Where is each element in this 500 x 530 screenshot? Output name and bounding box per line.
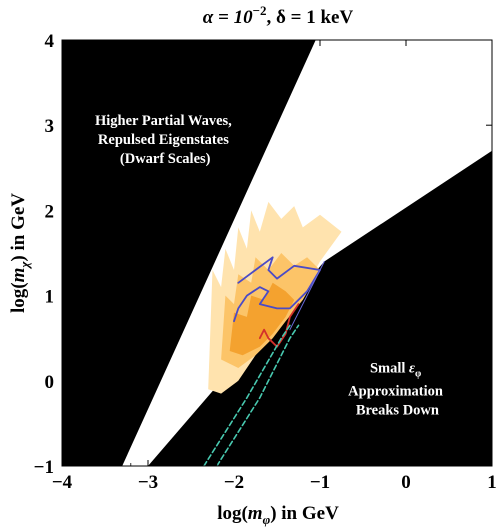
- contour-line-blue: [233, 256, 321, 323]
- y-tick-label: 0: [45, 372, 55, 393]
- contour-fill-dark: [229, 282, 295, 356]
- y-axis: −1 0 1 2 3 4: [34, 31, 492, 478]
- upper-left-line-2: Repulsed Eigenstates: [98, 132, 229, 148]
- contour-line-cyan-dashed-2: [216, 324, 300, 466]
- y-tick-label: 2: [45, 201, 55, 222]
- plot-frame: [61, 39, 493, 467]
- x-tick-label: −2: [224, 472, 244, 493]
- excluded-region-lower-right: [148, 150, 492, 466]
- filled-contours: [208, 201, 342, 394]
- excluded-region-upper-left: [62, 40, 316, 466]
- lower-right-line-2: Approximation: [348, 383, 443, 399]
- region-label-upper-left: Higher Partial Waves, Repulsed Eigenstat…: [95, 113, 235, 167]
- title-exp: −2: [253, 3, 267, 18]
- chart-title: α = 10−2, δ = 1 keV: [203, 3, 354, 28]
- x-tick-label: 1: [487, 472, 497, 493]
- x-tick-label: −1: [310, 472, 330, 493]
- x-axis: −4 −3 −2 −1 0 1: [52, 40, 497, 493]
- plot-area: [62, 40, 492, 466]
- title-rest: , δ = 1 keV: [267, 7, 354, 28]
- contour-lines: [203, 256, 325, 466]
- lower-right-line-1: Small εφ: [370, 360, 421, 379]
- y-tick-label: 3: [45, 116, 55, 137]
- upper-left-line-1: Higher Partial Waves,: [95, 113, 232, 129]
- x-axis-label: log(mφ) in GeV: [217, 503, 339, 527]
- lower-right-line-3: Breaks Down: [356, 402, 439, 418]
- region-label-lower-right: Small εφ Approximation Breaks Down: [348, 360, 446, 418]
- x-tick-label: 0: [401, 472, 411, 493]
- contour-line-cyan-dashed-1: [203, 324, 291, 466]
- title-lhs: α = 10: [203, 7, 253, 28]
- y-tick-label: 1: [45, 287, 55, 308]
- y-tick-label: −1: [34, 457, 54, 478]
- x-tick-label: −3: [138, 472, 158, 493]
- y-axis-label: log(mχ) in GeV: [8, 193, 32, 313]
- contour-line-thin-boundary: [289, 261, 325, 331]
- y-tick-label: 4: [45, 31, 55, 52]
- region-labels: Higher Partial Waves, Repulsed Eigenstat…: [95, 113, 446, 418]
- excluded-regions: [62, 40, 492, 466]
- x-tick-label: −4: [52, 472, 73, 493]
- upper-left-line-3: (Dwarf Scales): [120, 151, 211, 167]
